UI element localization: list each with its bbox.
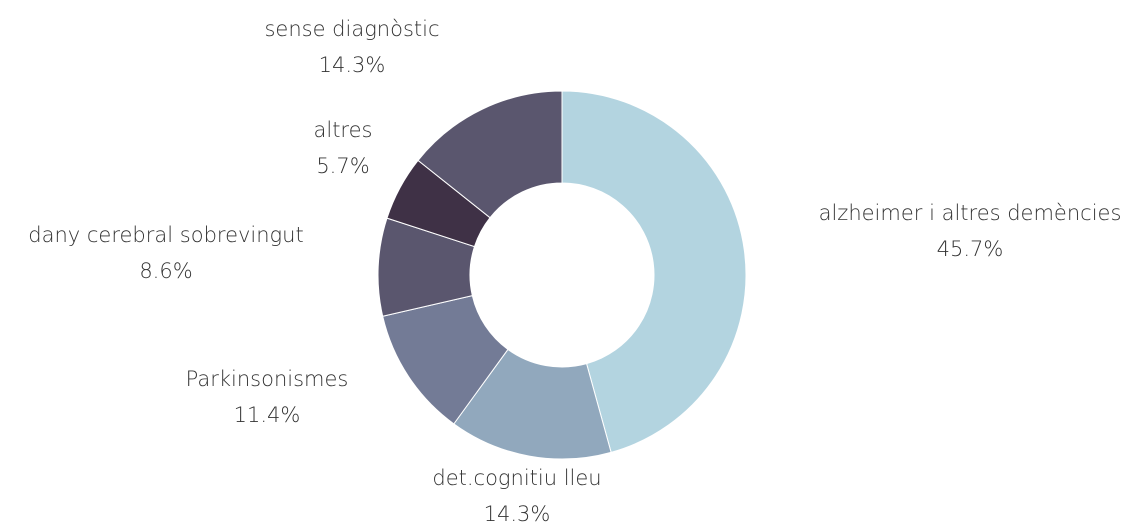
slice-value-label: 5.7% <box>316 154 369 178</box>
slice-label: dany cerebral sobrevingut <box>28 223 303 247</box>
slice-value-label: 14.3% <box>484 502 551 526</box>
slice-value-label: 14.3% <box>319 53 386 77</box>
slice-label: alzheimer i altres demències <box>819 201 1122 225</box>
slice-value-label: 45.7% <box>937 237 1004 261</box>
slice-label: altres <box>314 118 373 142</box>
slice-label: sense diagnòstic <box>264 17 439 41</box>
slice-value-label: 11.4% <box>234 403 301 427</box>
slice-value-label: 8.6% <box>139 259 192 283</box>
donut-slice <box>417 90 563 219</box>
slice-label: det.cognitiu lleu <box>432 466 601 490</box>
donut-slice <box>561 90 747 453</box>
slice-label: Parkinsonismes <box>186 367 349 391</box>
